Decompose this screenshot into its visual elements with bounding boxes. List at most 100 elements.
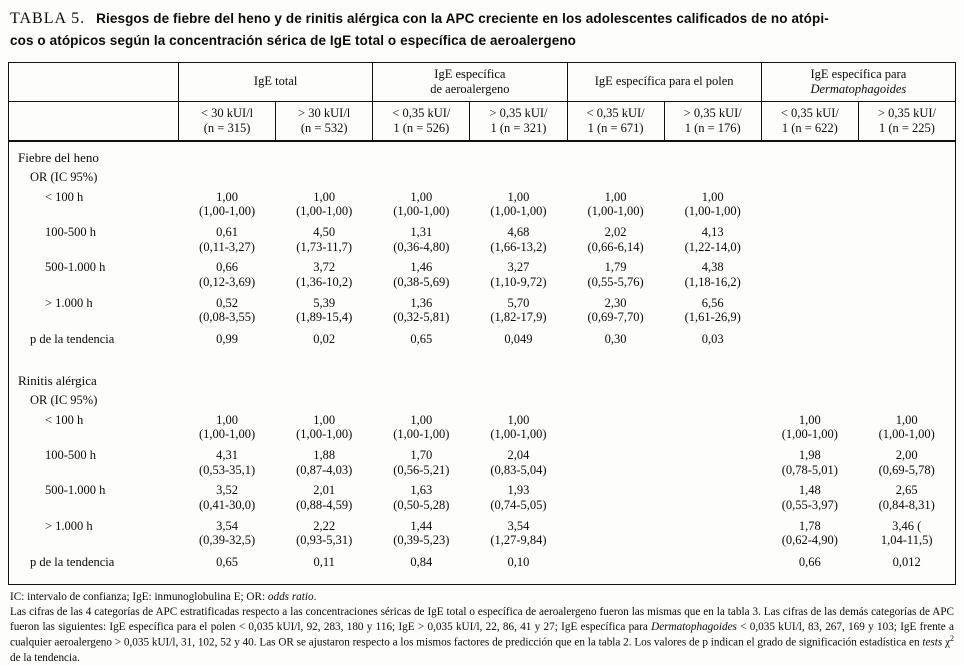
- value-line: 2,22: [313, 518, 336, 533]
- value-line: 1,00: [410, 412, 433, 427]
- value-line: 1,63: [410, 483, 433, 498]
- value-cell: [761, 222, 858, 257]
- value-line: (1,00-1,00): [393, 427, 450, 442]
- value-line: 1,04-11,5): [880, 533, 933, 548]
- column-group-header: IgE específica para Dermatophagoides: [760, 62, 956, 102]
- value-line: (1,00-1,00): [198, 204, 256, 219]
- value-cell: 1,00 (1,00-1,00): [470, 187, 567, 222]
- section-heading: Fiebre del heno: [18, 149, 99, 165]
- row-label: 500-1.000 h: [45, 483, 106, 498]
- column-subheader-line: > 30 kUI/l: [298, 105, 351, 120]
- value-cell: 1,78 (0,62-4,90): [761, 516, 858, 551]
- value-line: (1,00-1,00): [490, 427, 547, 442]
- value-cell: 0,02: [276, 328, 373, 352]
- value-line: (0,84-8,31): [878, 497, 935, 512]
- value-cell: 2,65 (0,84-8,31): [858, 480, 955, 515]
- column-group-label: de aeroalergeno: [430, 81, 510, 96]
- value-cell: 2,00 (0,69-5,78): [858, 445, 955, 480]
- value-cell: [761, 257, 858, 292]
- or-label: OR (IC 95%): [30, 169, 98, 184]
- column-subheader-line: < 0,35 kUI/: [780, 105, 839, 120]
- table-number: TABLA 5.: [10, 10, 86, 27]
- table-row: 100-500 h 4,31 (0,53-35,1) 1,88 (0,87-4,03) 1…: [9, 445, 956, 480]
- row-label: 500-1.000 h: [45, 260, 106, 275]
- value-cell: 1,00 (1,00-1,00): [567, 187, 664, 222]
- value-line: (1,00-1,00): [393, 204, 450, 219]
- value-cell: 1,00 (1,00-1,00): [373, 410, 470, 445]
- value-line: 0,52: [216, 295, 238, 310]
- value-line: 0,10: [507, 554, 530, 569]
- value-cell: 1,00 (1,00-1,00): [761, 410, 858, 445]
- value-cell: 4,31 (0,53-35,1): [179, 445, 276, 480]
- value-cell: 5,70 (1,82-17,9): [470, 293, 567, 328]
- column-group-label: Dermatophagoides: [810, 81, 907, 96]
- table-row: 100-500 h 0,61 (0,11-3,27) 4,50 (1,73-11,7) 1…: [9, 222, 956, 257]
- column-subheader-line: < 0,35 kUI/: [392, 105, 451, 120]
- value-line: (1,00-1,00): [684, 204, 741, 219]
- value-line: 0,03: [701, 331, 724, 346]
- value-line: 0,65: [410, 331, 433, 346]
- value-cell: [858, 257, 955, 292]
- footnotes: IC: intervalo de confianza; IgE: inmunog…: [10, 590, 954, 665]
- value-line: (0,39-32,5): [198, 533, 256, 548]
- value-cell: 0,66: [761, 551, 858, 575]
- value-line: 0,66: [798, 554, 821, 569]
- value-line: 0,65: [216, 554, 238, 569]
- value-line: (0,12-3,69): [198, 274, 256, 289]
- value-line: 2,02: [604, 225, 627, 240]
- value-line: (0,87-4,03): [296, 462, 353, 477]
- or-label: OR (IC 95%): [30, 392, 98, 407]
- column-subheader: < 30 kUI/l (n = 315): [177, 101, 276, 142]
- value-line: 2,04: [507, 448, 530, 463]
- value-line: (0,88-4,59): [296, 497, 353, 512]
- value-line: 0,84: [410, 554, 433, 569]
- value-cell: 1,00 (1,00-1,00): [179, 410, 276, 445]
- row-label: p de la tendencia: [30, 554, 115, 569]
- value-line: 1,00: [895, 412, 918, 427]
- value-line: 1,78: [798, 518, 821, 533]
- column-subheader-line: 1 (n = 176): [684, 120, 741, 135]
- row-label: p de la tendencia: [30, 331, 115, 346]
- value-line: (1,27-9,84): [490, 533, 547, 548]
- value-cell: 4,68 (1,66-13,2): [470, 222, 567, 257]
- value-line: (1,10-9,72): [490, 274, 547, 289]
- value-line: (1,73-11,7): [296, 239, 353, 254]
- value-cell: 0,012: [858, 551, 955, 575]
- value-cell: [567, 516, 664, 551]
- row-label: < 100 h: [45, 412, 84, 427]
- table-row: > 1.000 h 0,52 (0,08-3,55) 5,39 (1,89-15,4) 1…: [9, 293, 956, 328]
- results-table: IgE total IgE específica de aeroalergeno Ig…: [8, 61, 956, 585]
- value-cell: 2,22 (0,93-5,31): [276, 516, 373, 551]
- value-cell: 1,70 (0,56-5,21): [373, 445, 470, 480]
- row-label: > 1.000 h: [45, 295, 93, 310]
- value-line: 1,00: [701, 189, 724, 204]
- value-cell: 2,04 (0,83-5,04): [470, 445, 567, 480]
- value-cell: 3,54 (0,39-32,5): [179, 516, 276, 551]
- value-line: 1,79: [604, 260, 627, 275]
- value-line: 0,11: [313, 554, 335, 569]
- value-cell: 0,84: [373, 551, 470, 575]
- value-line: (0,69-5,78): [878, 462, 935, 477]
- section-row: Rinitis alérgica: [9, 365, 956, 391]
- value-cell: 4,50 (1,73-11,7): [276, 222, 373, 257]
- column-group-label: IgE específica para: [810, 66, 907, 81]
- value-cell: 1,98 (0,78-5,01): [761, 445, 858, 480]
- value-cell: [664, 551, 761, 575]
- value-line: (1,00-1,00): [781, 427, 838, 442]
- value-cell: 3,46 (1,04-11,5): [858, 516, 955, 551]
- value-line: (0,50-5,28): [393, 497, 450, 512]
- column-group-label: IgE específica para el polen: [594, 74, 734, 89]
- column-subheader-line: 1 (n = 321): [490, 120, 547, 135]
- value-cell: 1,79 (0,55-5,76): [567, 257, 664, 292]
- value-line: (0,55-5,76): [587, 274, 644, 289]
- value-line: 2,30: [604, 295, 627, 310]
- value-cell: 3,54 (1,27-9,84): [470, 516, 567, 551]
- value-cell: 1,00 (1,00-1,00): [373, 187, 470, 222]
- value-cell: 0,61 (0,11-3,27): [179, 222, 276, 257]
- or-row: OR (IC 95%): [9, 391, 956, 410]
- column-group-label: IgE total: [253, 74, 298, 89]
- value-cell: 1,00 (1,00-1,00): [664, 187, 761, 222]
- table-row: > 1.000 h 3,54 (0,39-32,5) 2,22 (0,93-5,31) 1…: [9, 516, 956, 551]
- value-cell: [761, 328, 858, 352]
- value-line: 3,27: [507, 260, 530, 275]
